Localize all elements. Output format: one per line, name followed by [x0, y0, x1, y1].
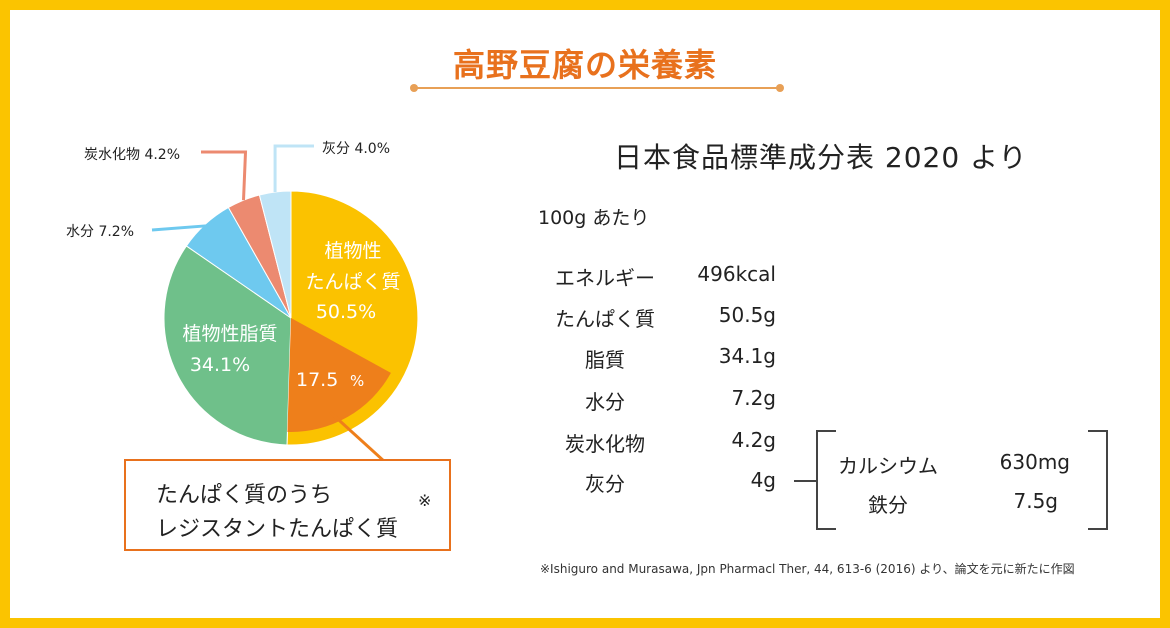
pie-leader-lines	[151, 144, 387, 464]
nutrient-value-protein: 50.5g	[718, 303, 776, 327]
callout-line1: たんぱく質のうち	[156, 483, 333, 508]
pie-chart: 植物性 たんぱく質 50.5% 植物性脂質 34.1% 17.5 % 灰分 4.…	[66, 141, 419, 464]
per-unit-label: 100g あたり	[538, 207, 650, 229]
mineral-name-iron: 鉄分	[868, 493, 908, 517]
resistant-protein-unit-label: %	[350, 372, 364, 390]
resistant-protein-callout: たんぱく質のうち レジスタントたんぱく質 ※	[124, 459, 451, 551]
mineral-name-calcium: カルシウム	[838, 454, 938, 478]
pie-slice-resistant-protein	[287, 318, 391, 432]
protein-label-line2: たんぱく質	[305, 271, 400, 293]
fat-label: 植物性脂質	[182, 323, 277, 345]
nutrient-value-carbs: 4.2g	[731, 428, 776, 452]
nutrient-value-fat: 34.1g	[718, 344, 776, 368]
fat-value-label: 34.1%	[190, 354, 250, 376]
water-leader-line	[151, 224, 207, 232]
nutrient-name-energy: エネルギー	[555, 266, 655, 290]
water-outer-label: 水分 7.2%	[66, 224, 134, 240]
protein-value-label: 50.5%	[316, 301, 376, 323]
resistant-protein-leader-line	[328, 410, 387, 464]
page-title: 高野豆腐の栄養素	[452, 46, 717, 84]
nutrient-value-water: 7.2g	[731, 386, 776, 410]
mineral-bracket-left	[816, 430, 836, 530]
mineral-value-iron: 7.5g	[1013, 489, 1058, 513]
pie-labels: 植物性 たんぱく質 50.5% 植物性脂質 34.1% 17.5 % 灰分 4.…	[66, 141, 401, 391]
carbs-outer-label: 炭水化物 4.2%	[84, 147, 180, 163]
callout-line2: レジスタントたんぱく質	[156, 517, 399, 542]
title-underline	[410, 84, 784, 92]
source-note: ※Ishiguro and Murasawa, Jpn Pharmacl The…	[540, 562, 1075, 576]
mineral-value-calcium: 630mg	[999, 450, 1070, 474]
pie-slice-ash	[258, 190, 292, 319]
nutrient-name-fat: 脂質	[585, 348, 625, 372]
nutrient-value-ash: 4g	[750, 468, 776, 492]
callout-note-mark: ※	[418, 491, 432, 510]
nutrient-name-water: 水分	[585, 390, 625, 414]
nutrient-name-ash: 灰分	[585, 472, 625, 496]
ash-leader-line	[273, 144, 314, 193]
pie-slice-fat	[163, 245, 292, 446]
carbs-leader-line	[201, 150, 248, 201]
nutrient-name-protein: たんぱく質	[555, 307, 655, 331]
resistant-protein-value-label: 17.5	[296, 369, 338, 391]
mineral-bracket-right	[1088, 430, 1108, 530]
nutrient-value-energy: 496kcal	[697, 262, 776, 286]
protein-label-line1: 植物性	[324, 240, 381, 262]
pie-sub-slice	[287, 318, 391, 432]
nutrition-table-title: 日本食品標準成分表 2020 より	[614, 141, 1028, 174]
ash-outer-label: 灰分 4.0%	[322, 141, 390, 157]
mineral-bracket-connector	[794, 480, 816, 482]
nutrient-name-carbs: 炭水化物	[565, 432, 645, 456]
